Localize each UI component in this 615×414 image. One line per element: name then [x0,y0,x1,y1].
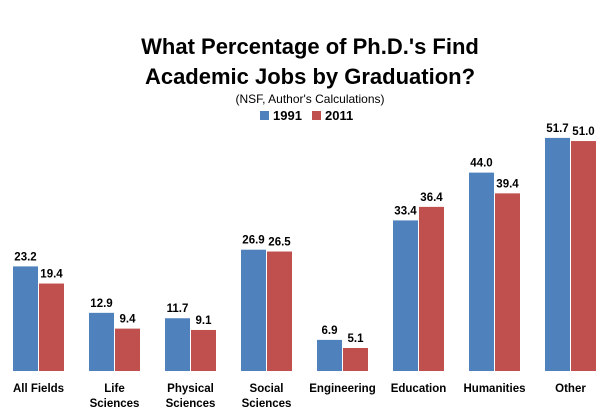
x-tick-label-social-sciences-line-1: Social [250,383,284,395]
bar-other-2011 [571,141,596,371]
data-label-all-fields-1991: 23.2 [14,251,36,263]
x-tick-label-engineering: Engineering [309,383,375,395]
data-label-physical-sciences-2011: 9.1 [196,315,213,327]
data-label-education-2011: 36.4 [420,192,443,204]
legend-swatch-1991 [260,111,269,120]
chart-title-line-2: Academic Jobs by Graduation? [145,64,475,89]
bar-social-sciences-1991 [241,249,266,371]
x-tick-label-life-sciences-line-2: Sciences [90,398,140,410]
data-label-all-fields-2011: 19.4 [40,269,63,281]
chart-subtitle: (NSF, Author's Calculations) [235,92,384,106]
bar-engineering-2011 [343,348,368,371]
x-tick-label-other: Other [555,383,586,395]
chart-title-line-1: What Percentage of Ph.D.'s Find [141,34,479,59]
data-label-humanities-1991: 44.0 [470,158,492,170]
data-labels-layer: 23.2 19.4 12.9 9.4 11.7 9.1 26.9 26.5 6.9 5.1 33.4… [14,123,594,345]
data-label-physical-sciences-1991: 11.7 [167,303,189,315]
bar-social-sciences-2011 [267,251,292,371]
x-tick-label-life-sciences-line-1: Life [104,383,124,395]
bar-all-fields-1991 [13,266,38,371]
bar-humanities-2011 [495,193,520,371]
x-tick-label-all-fields: All Fields [13,383,64,395]
x-tick-label-education: Education [391,383,447,395]
data-label-other-2011: 51.0 [572,126,594,138]
chart-title: What Percentage of Ph.D.'s Find Academic… [141,34,479,89]
bar-life-sciences-2011 [115,328,140,371]
data-label-humanities-2011: 39.4 [496,178,519,190]
legend-label-1991: 1991 [273,108,302,123]
data-label-social-sciences-1991: 26.9 [242,235,264,247]
bar-education-2011 [419,206,444,371]
data-label-other-1991: 51.7 [546,123,568,135]
data-label-life-sciences-2011: 9.4 [120,314,137,326]
x-tick-label-physical-sciences-line-1: Physical [167,383,214,395]
bar-education-1991 [393,220,418,371]
x-axis-tick-labels: All Fields Life Sciences Physical Sciences So… [13,383,586,410]
bar-all-fields-2011 [39,283,64,371]
data-label-life-sciences-1991: 12.9 [90,298,112,310]
bar-physical-sciences-1991 [165,318,190,371]
x-tick-label-physical-sciences-line-2: Sciences [166,398,216,410]
bar-physical-sciences-2011 [191,329,216,371]
bars-layer [13,137,596,371]
legend-swatch-2011 [312,111,321,120]
x-tick-label-humanities: Humanities [464,383,526,395]
bar-engineering-1991 [317,339,342,371]
x-tick-label-social-sciences-line-2: Sciences [242,398,292,410]
legend: 1991 2011 [260,108,353,123]
bar-life-sciences-1991 [89,312,114,371]
legend-label-2011: 2011 [325,108,353,123]
data-label-engineering-1991: 6.9 [322,325,338,337]
bar-humanities-1991 [469,172,494,371]
bar-other-1991 [545,137,570,371]
data-label-social-sciences-2011: 26.5 [268,237,291,249]
data-label-engineering-2011: 5.1 [348,333,365,345]
data-label-education-1991: 33.4 [394,205,417,217]
